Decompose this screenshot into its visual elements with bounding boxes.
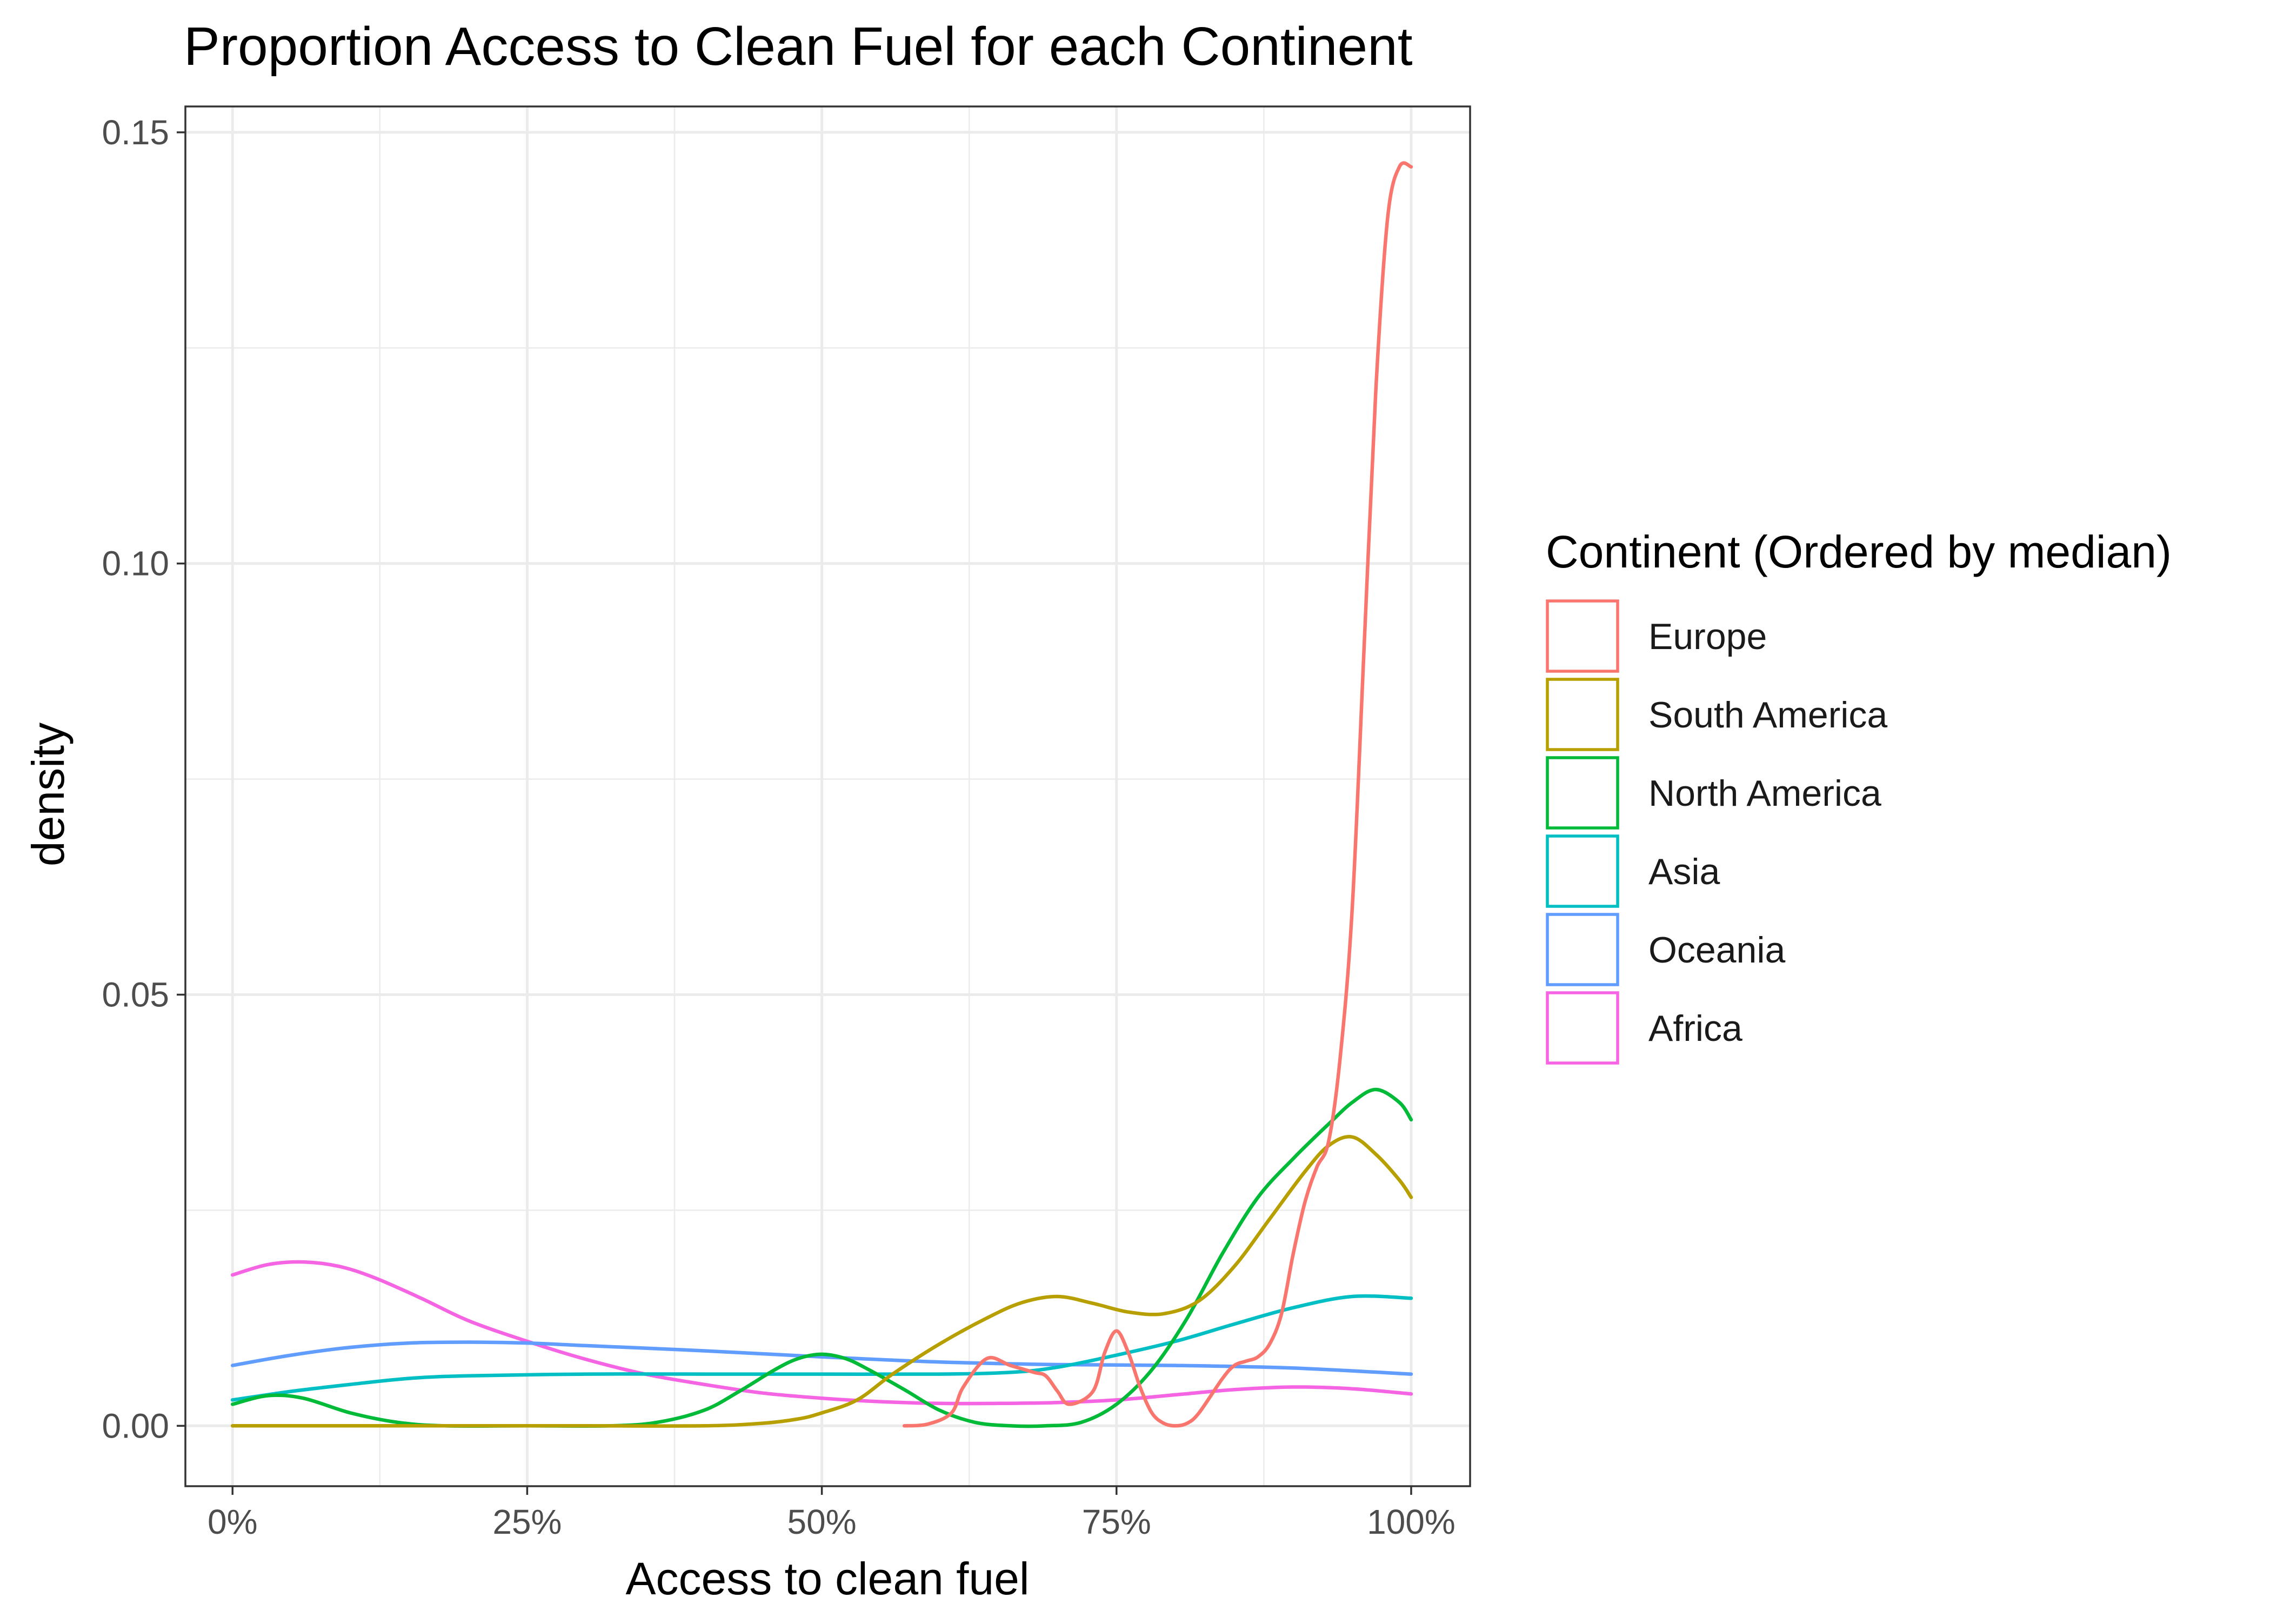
legend-item-north-america: North America (1546, 756, 1881, 830)
y-tick-label: 0.05 (102, 975, 169, 1014)
legend-item-oceania: Oceania (1546, 913, 1785, 986)
legend-label-oceania: Oceania (1648, 930, 1785, 971)
legend-label-europe: Europe (1648, 616, 1767, 657)
legend: Continent (Ordered by median) Europe Sout… (1546, 526, 2172, 1065)
density-line-europe (902, 161, 1413, 1428)
y-tick-label: 0.10 (102, 544, 169, 583)
density-line-asia (230, 1294, 1413, 1402)
density-line-oceania (230, 1340, 1413, 1376)
y-tick-label: 0.00 (102, 1406, 169, 1445)
legend-key-europe (1546, 599, 1619, 673)
x-tick-label: 25% (492, 1502, 562, 1541)
legend-label-asia: Asia (1648, 851, 1720, 892)
density-line-africa (230, 1260, 1413, 1406)
legend-key-africa (1546, 991, 1619, 1065)
legend-item-asia: Asia (1546, 834, 1720, 908)
legend-item-south-america: South America (1546, 678, 1887, 751)
legend-label-africa: Africa (1648, 1008, 1742, 1049)
plot-background (185, 106, 1470, 1486)
legend-label-south-america: South America (1648, 694, 1887, 736)
x-tick-label: 100% (1367, 1502, 1456, 1541)
y-axis-title: density (23, 723, 74, 866)
legend-label-north-america: North America (1648, 773, 1881, 814)
legend-key-oceania (1546, 913, 1619, 986)
chart-title: Proportion Access to Clean Fuel for each… (184, 16, 1413, 77)
plot-panel: 0% 25% 50% 75% 100% 0.00 0.05 0.10 0.15 (102, 105, 1471, 1541)
legend-item-europe: Europe (1546, 599, 1767, 673)
legend-key-asia (1546, 834, 1619, 908)
legend-key-south-america (1546, 678, 1619, 751)
legend-title: Continent (Ordered by median) (1546, 526, 2172, 577)
legend-key-north-america (1546, 756, 1619, 830)
x-axis-title: Access to clean fuel (625, 1553, 1029, 1604)
plot-border (184, 105, 1471, 1487)
x-tick-label: 50% (787, 1502, 857, 1541)
legend-item-africa: Africa (1546, 991, 1742, 1065)
density-line-south-america (230, 1135, 1413, 1428)
x-tick-label: 0% (208, 1502, 258, 1541)
y-tick-label: 0.15 (102, 113, 169, 152)
x-tick-label: 75% (1082, 1502, 1151, 1541)
